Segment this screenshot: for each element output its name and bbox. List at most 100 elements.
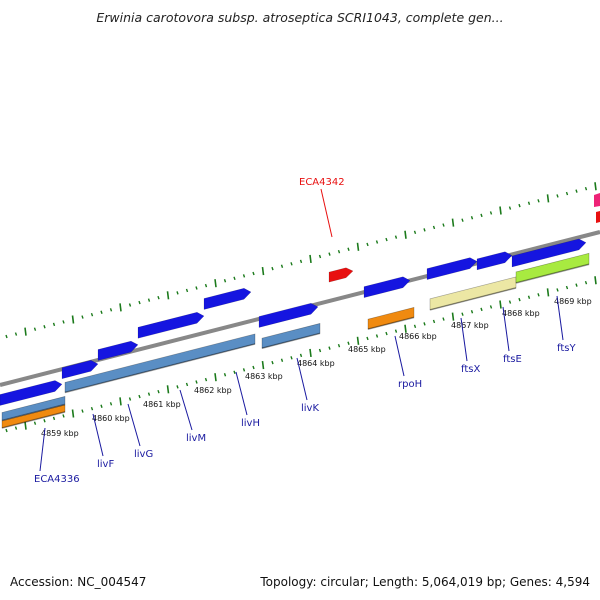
feature-track[interactable] (0, 193, 600, 429)
gene-label-rpoh[interactable]: rpoH (398, 379, 422, 390)
top-tick (128, 303, 132, 307)
bottom-tick (556, 288, 559, 292)
bottom-tick (584, 280, 588, 285)
bottom-tick (138, 394, 141, 399)
top-tick (584, 186, 588, 191)
bottom-tick (318, 348, 322, 353)
top-tick (461, 218, 464, 222)
top-tick (575, 189, 578, 193)
gene-label-livk[interactable]: livK (301, 403, 319, 414)
top-tick (166, 291, 170, 300)
cds-bar-eca4336[interactable] (1, 404, 66, 429)
top-tick (299, 259, 303, 264)
gene-arrow-livm[interactable] (137, 311, 205, 339)
leader-line-livh (235, 371, 248, 416)
bottom-tick (242, 368, 246, 372)
top-tick (480, 213, 483, 218)
top-tick (14, 332, 18, 336)
top-tick (24, 327, 27, 336)
bottom-tick (195, 380, 198, 384)
gene-arrow-livk[interactable] (258, 302, 319, 328)
edge-feature-pink[interactable] (594, 193, 600, 207)
bottom-tick (157, 389, 160, 394)
top-tick (33, 327, 37, 331)
top-tick (518, 203, 521, 208)
bottom-tick (14, 426, 18, 430)
top-tick (223, 279, 227, 283)
top-tick (242, 274, 246, 278)
cds-bar-liv-operon[interactable] (64, 333, 256, 393)
bottom-tick (290, 356, 293, 360)
top-tick (5, 334, 8, 339)
gene-arrow-eca4342[interactable] (328, 267, 354, 283)
top-tick (413, 230, 417, 235)
gene-label-ftsx[interactable]: ftsX (461, 364, 480, 375)
top-tick (52, 322, 56, 327)
gene-arrow-eca4336[interactable] (0, 380, 63, 406)
bottom-tick (546, 288, 550, 297)
gene-arrow-livg[interactable] (97, 340, 139, 361)
bottom-tick (499, 300, 502, 309)
gene-arrow-ftse[interactable] (476, 251, 513, 271)
top-tick (375, 240, 379, 244)
gene-label-eca4342[interactable]: ECA4342 (299, 177, 345, 188)
top-tick (280, 264, 284, 268)
bottom-tick (119, 397, 122, 406)
leader-line-eca4336 (39, 427, 46, 472)
cds-bar-rpoh[interactable] (367, 307, 415, 330)
gene-labels[interactable]: ECA4336 livF livG livM livH livK ECA4342 rpoH ft… (34, 177, 576, 485)
kbp-label: 4869 kbp (554, 297, 592, 306)
bottom-tick (565, 285, 569, 290)
top-tick (537, 199, 540, 203)
cds-bar-livk[interactable] (261, 323, 321, 349)
top-tick (385, 237, 388, 242)
gene-label-livm[interactable]: livM (186, 433, 206, 444)
gene-label-livg[interactable]: livG (134, 449, 153, 460)
top-tick (176, 291, 179, 295)
tick-row-top (5, 182, 597, 339)
gene-label-ftsy[interactable]: ftsY (557, 343, 576, 354)
bottom-tick (470, 310, 474, 314)
gene-arrow-livf[interactable] (61, 360, 99, 380)
bottom-tick (575, 283, 578, 287)
top-tick (195, 286, 198, 290)
bottom-tick (24, 421, 27, 430)
gene-label-livh[interactable]: livH (241, 418, 260, 429)
cds-bar-steel-1[interactable] (1, 396, 66, 421)
leader-line-rpoh (394, 335, 405, 377)
bottom-tick (375, 334, 379, 338)
top-tick (499, 206, 502, 215)
gene-arrow-livh[interactable] (203, 288, 252, 310)
bottom-tick (214, 373, 217, 382)
cds-bar-ftsy[interactable] (515, 252, 590, 284)
bottom-tick (90, 406, 94, 411)
cds-bar-eca4336-shadow (1, 411, 66, 429)
bottom-tick (461, 312, 464, 316)
edge-feature-red[interactable] (596, 211, 600, 223)
gene-arrow-rpoh[interactable] (363, 276, 411, 299)
top-tick (451, 218, 455, 227)
gene-arrow-ftsy[interactable] (511, 238, 587, 268)
bottom-tick (62, 414, 65, 418)
cds-bar-ftsx-ftse[interactable] (429, 276, 517, 311)
top-tick (546, 194, 550, 203)
bottom-tick (385, 331, 388, 336)
top-tick (90, 312, 94, 317)
leader-line-livk (296, 357, 308, 401)
gene-label-eca4336[interactable]: ECA4336 (34, 474, 80, 485)
leader-line-ftse (502, 306, 510, 352)
bottom-tick (309, 348, 312, 358)
gene-label-livf[interactable]: livF (97, 459, 114, 470)
top-tick (556, 194, 559, 198)
bottom-tick (5, 428, 8, 433)
gene-label-ftse[interactable]: ftsE (503, 354, 522, 365)
cds-bar-ftsx-ftse-shadow (429, 287, 517, 311)
bottom-tick (347, 341, 350, 345)
top-tick (432, 225, 436, 230)
bottom-tick (337, 343, 341, 348)
gene-arrow-ftsx[interactable] (426, 257, 478, 280)
top-tick (214, 279, 217, 288)
bottom-tick (147, 392, 151, 396)
bottom-tick (451, 312, 455, 321)
